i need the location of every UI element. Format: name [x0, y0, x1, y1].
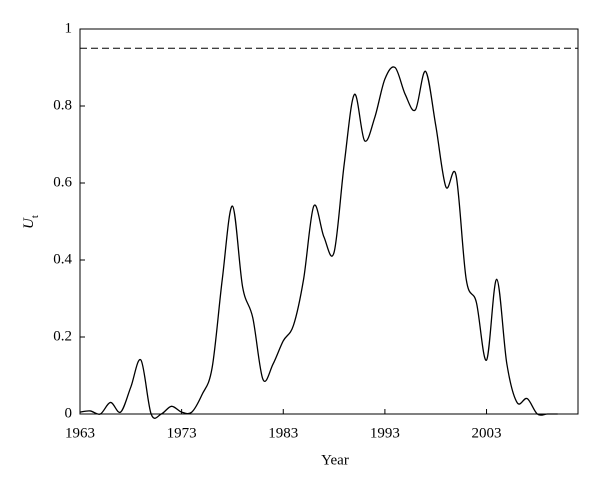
x-tick-label: 1993 [370, 425, 400, 441]
x-tick-label: 1983 [268, 425, 298, 441]
plot-frame [79, 28, 579, 415]
x-axis-label: Year [321, 452, 349, 468]
y-tick-label: 0.6 [53, 174, 72, 190]
y-label-subscript: t [29, 215, 41, 218]
x-tick-label: 1973 [167, 425, 197, 441]
y-tick-label: 0.8 [53, 97, 72, 113]
y-tick-label: 0.2 [53, 328, 72, 344]
y-axis-label: Ut [21, 215, 40, 229]
x-tick-label: 1963 [65, 425, 95, 441]
y-label-main: U [21, 217, 37, 229]
y-tick-label: 1 [65, 20, 73, 36]
data-line [79, 66, 558, 419]
x-tick-label: 2003 [472, 425, 502, 441]
y-tick-label: 0 [65, 405, 73, 421]
y-tick-label: 0.4 [53, 251, 72, 267]
